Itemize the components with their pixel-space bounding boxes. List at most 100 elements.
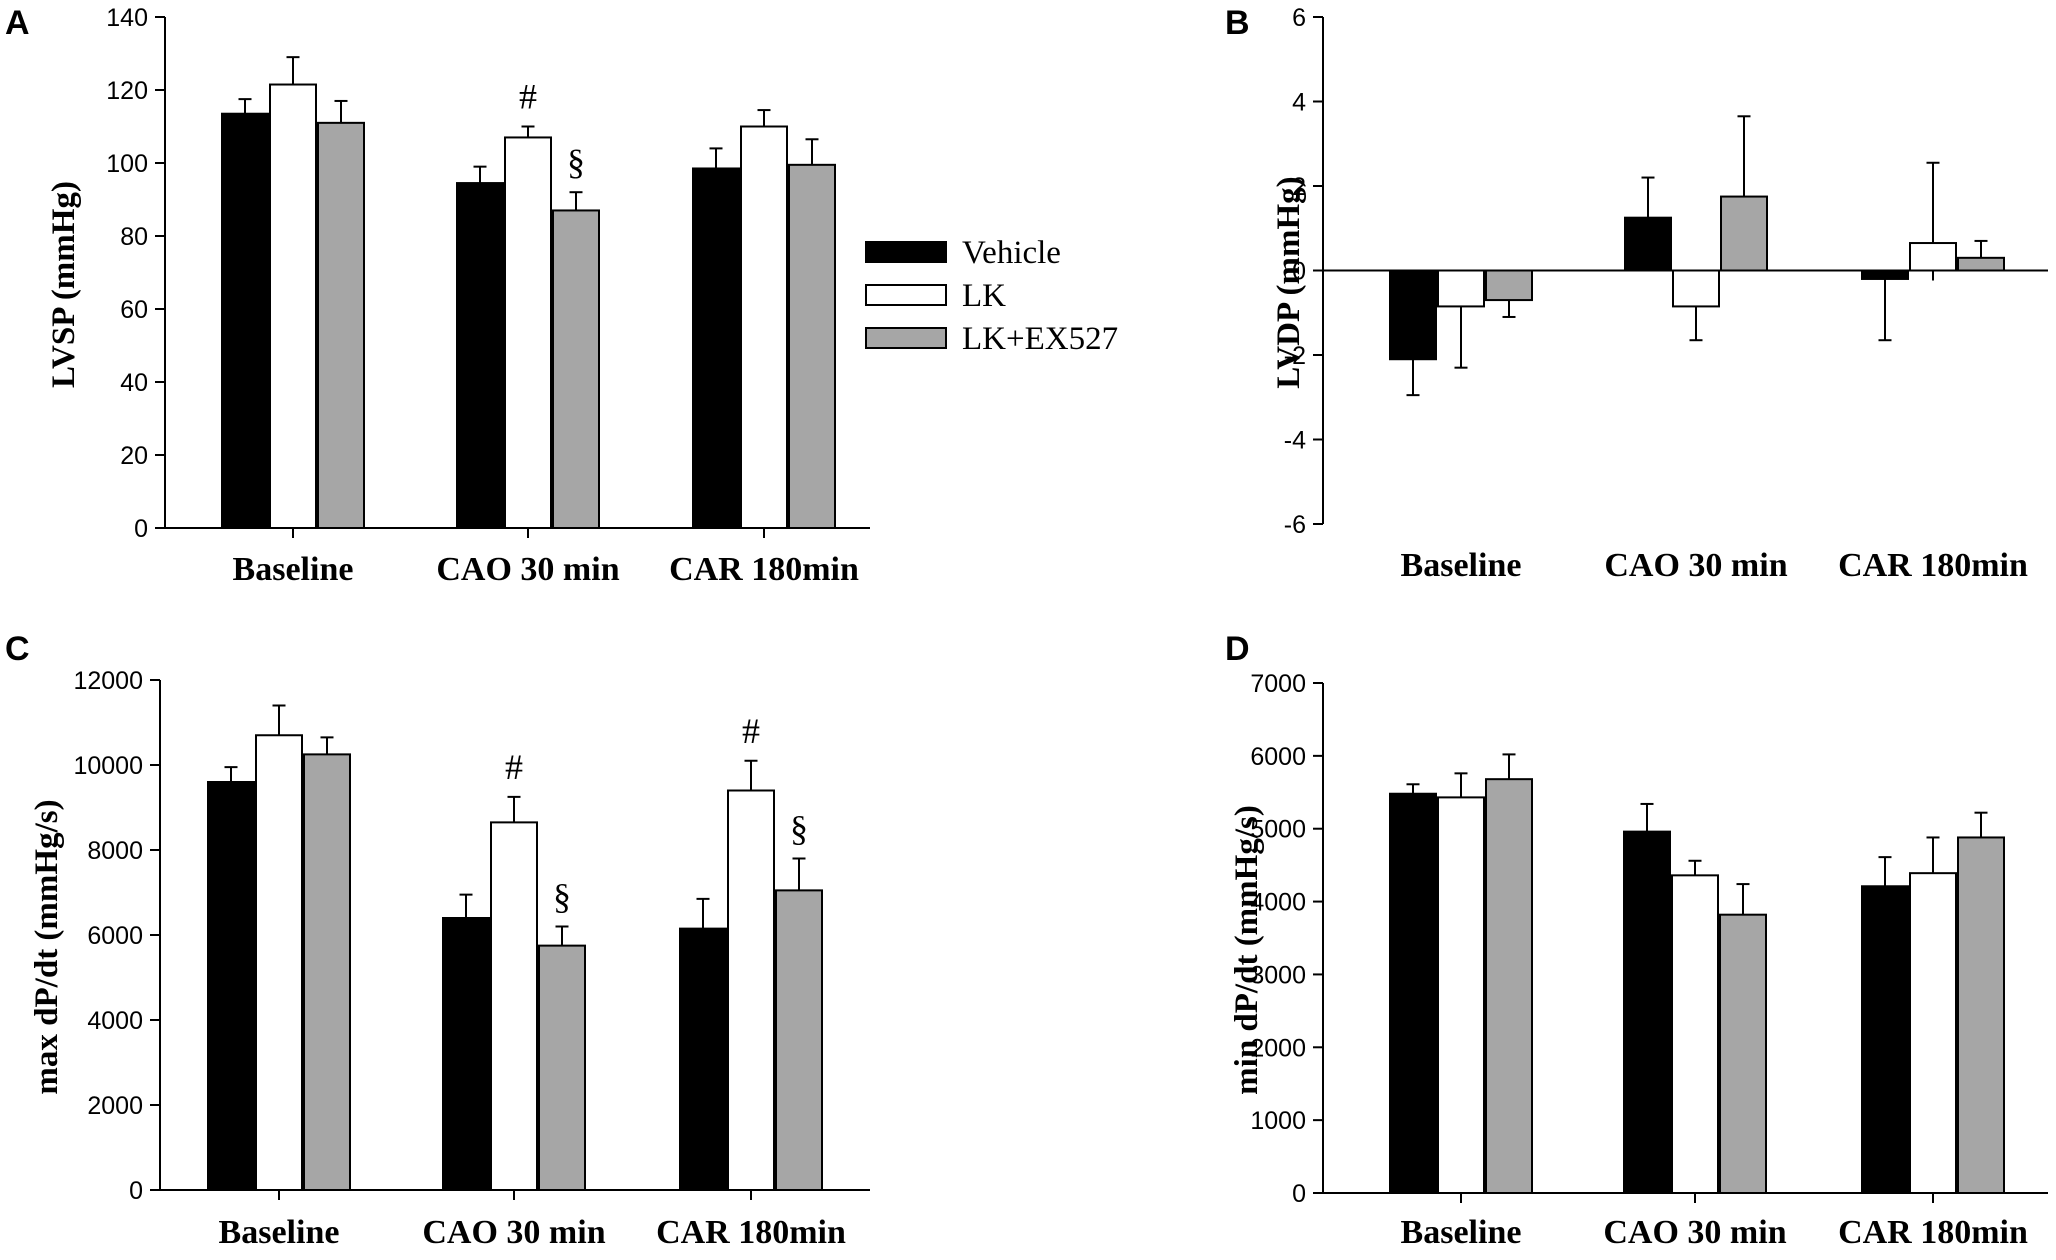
bar-lk	[1672, 269, 1720, 308]
y-tick-label: 6	[1292, 4, 1306, 32]
y-tick-label: 1000	[1250, 1107, 1306, 1135]
bar-vehicle	[1624, 216, 1672, 272]
panel-d: D 0 1000 2000 3000 4000 5000 6000 7000 min dP/dt …	[1225, 630, 2048, 1251]
bar-lk-ex527	[1957, 256, 2005, 272]
bar-lk-ex527	[775, 889, 823, 1191]
category-label: CAO 30 min	[1604, 547, 1787, 584]
y-tick-label: 100	[106, 150, 148, 178]
legend-swatch	[865, 327, 947, 349]
bar-lk-ex527	[317, 121, 365, 529]
legend: Vehicle LK LK+EX527	[865, 235, 1118, 357]
bar-vehicle	[1623, 830, 1671, 1195]
panel-c: C 0 2000 4000 6000 8000 10000 12000 max dP/dt (m…	[5, 630, 870, 1251]
y-tick-label: 10000	[73, 752, 143, 780]
bar-lk	[255, 734, 303, 1191]
y-tick-label: 2000	[87, 1092, 143, 1120]
y-tick-label: 60	[120, 296, 148, 324]
y-tick-label: 4	[1292, 89, 1306, 117]
legend-label: LK+EX527	[962, 321, 1118, 357]
y-tick-label: 6000	[1250, 743, 1306, 771]
category-label: CAR 180min	[669, 551, 859, 588]
bar-vehicle	[1861, 269, 1909, 280]
legend-label: Vehicle	[962, 235, 1061, 271]
bar-lk	[727, 789, 775, 1191]
y-tick-label: 0	[1292, 258, 1306, 286]
legend-swatch	[865, 241, 947, 263]
y-tick-label: 120	[106, 77, 148, 105]
annotation-section: §	[790, 809, 808, 849]
bar-lk	[490, 821, 538, 1191]
annotation-section: §	[553, 877, 571, 917]
y-tick-label: 7000	[1250, 670, 1306, 698]
y-tick-label: 2000	[1250, 1034, 1306, 1062]
bar-lk-ex527	[303, 753, 351, 1191]
y-axis-title: min dP/dt (mmHg/s)	[1229, 805, 1265, 1095]
bar-lk	[1909, 872, 1957, 1195]
bar-lk	[1437, 796, 1485, 1195]
category-label: CAO 30 min	[1603, 1214, 1786, 1251]
bar-vehicle	[1861, 885, 1909, 1194]
panel-a: A 0 20 40 60 80 100 120 140 LVSP (mmHg) Baseline CA…	[5, 4, 870, 588]
bar-vehicle	[679, 927, 727, 1191]
bar-vehicle	[1389, 792, 1437, 1194]
y-tick-label: -4	[1284, 427, 1306, 455]
y-tick-label: 2	[1292, 173, 1306, 201]
y-tick-label: 4000	[1250, 889, 1306, 917]
category-label: CAO 30 min	[436, 551, 619, 588]
bar-lk-ex527	[788, 163, 836, 529]
category-label: Baseline	[219, 1214, 340, 1251]
bar-lk-ex527	[1719, 913, 1767, 1195]
y-axis-title: LVSP (mmHg)	[46, 181, 82, 388]
bar-lk-ex527	[538, 944, 586, 1191]
panel-letter: B	[1225, 4, 1250, 42]
y-tick-label: 0	[1292, 1180, 1306, 1208]
category-label: CAR 180min	[656, 1214, 846, 1251]
y-tick-label: 12000	[73, 667, 143, 695]
y-tick-label: 5000	[1250, 816, 1306, 844]
bar-lk-ex527	[1957, 836, 2005, 1194]
bar-lk	[1671, 874, 1719, 1194]
bar-lk	[269, 83, 317, 530]
annotation-section: §	[567, 142, 585, 182]
category-label: CAR 180min	[1838, 547, 2028, 584]
panel-letter: A	[5, 4, 30, 42]
panel-letter: C	[5, 630, 30, 668]
annotation-hash: #	[519, 77, 537, 117]
y-tick-label: 140	[106, 4, 148, 32]
y-tick-label: -2	[1284, 342, 1306, 370]
panel-letter: D	[1225, 630, 1250, 668]
category-label: Baseline	[1401, 547, 1522, 584]
annotation-hash: #	[742, 711, 760, 751]
legend-label: LK	[962, 278, 1006, 314]
bar-lk	[1437, 269, 1485, 308]
y-tick-label: 4000	[87, 1007, 143, 1035]
y-tick-label: 40	[120, 369, 148, 397]
y-tick-label: 8000	[87, 837, 143, 865]
y-tick-label: 20	[120, 442, 148, 470]
y-tick-label: 0	[134, 515, 148, 543]
bar-vehicle	[207, 781, 255, 1191]
y-tick-label: 3000	[1250, 961, 1306, 989]
bar-lk	[1909, 242, 1957, 272]
bar-lk-ex527	[1485, 778, 1533, 1195]
category-label: CAR 180min	[1838, 1214, 2028, 1251]
y-tick-label: 0	[129, 1177, 143, 1205]
y-tick-label: -6	[1284, 511, 1306, 539]
bar-vehicle	[1389, 269, 1437, 361]
bar-vehicle	[442, 917, 490, 1191]
bar-vehicle	[456, 182, 504, 529]
annotation-hash: #	[505, 747, 523, 787]
bar-lk-ex527	[552, 209, 600, 529]
category-label: Baseline	[233, 551, 354, 588]
bar-vehicle	[221, 112, 269, 529]
y-tick-label: 80	[120, 223, 148, 251]
category-label: CAO 30 min	[422, 1214, 605, 1251]
bar-lk	[504, 136, 552, 529]
y-tick-label: 6000	[87, 922, 143, 950]
category-label: Baseline	[1401, 1214, 1522, 1251]
bar-lk-ex527	[1720, 195, 1768, 272]
y-axis-title: LVDP (mmHg)	[1271, 176, 1307, 388]
bar-lk	[740, 125, 788, 529]
